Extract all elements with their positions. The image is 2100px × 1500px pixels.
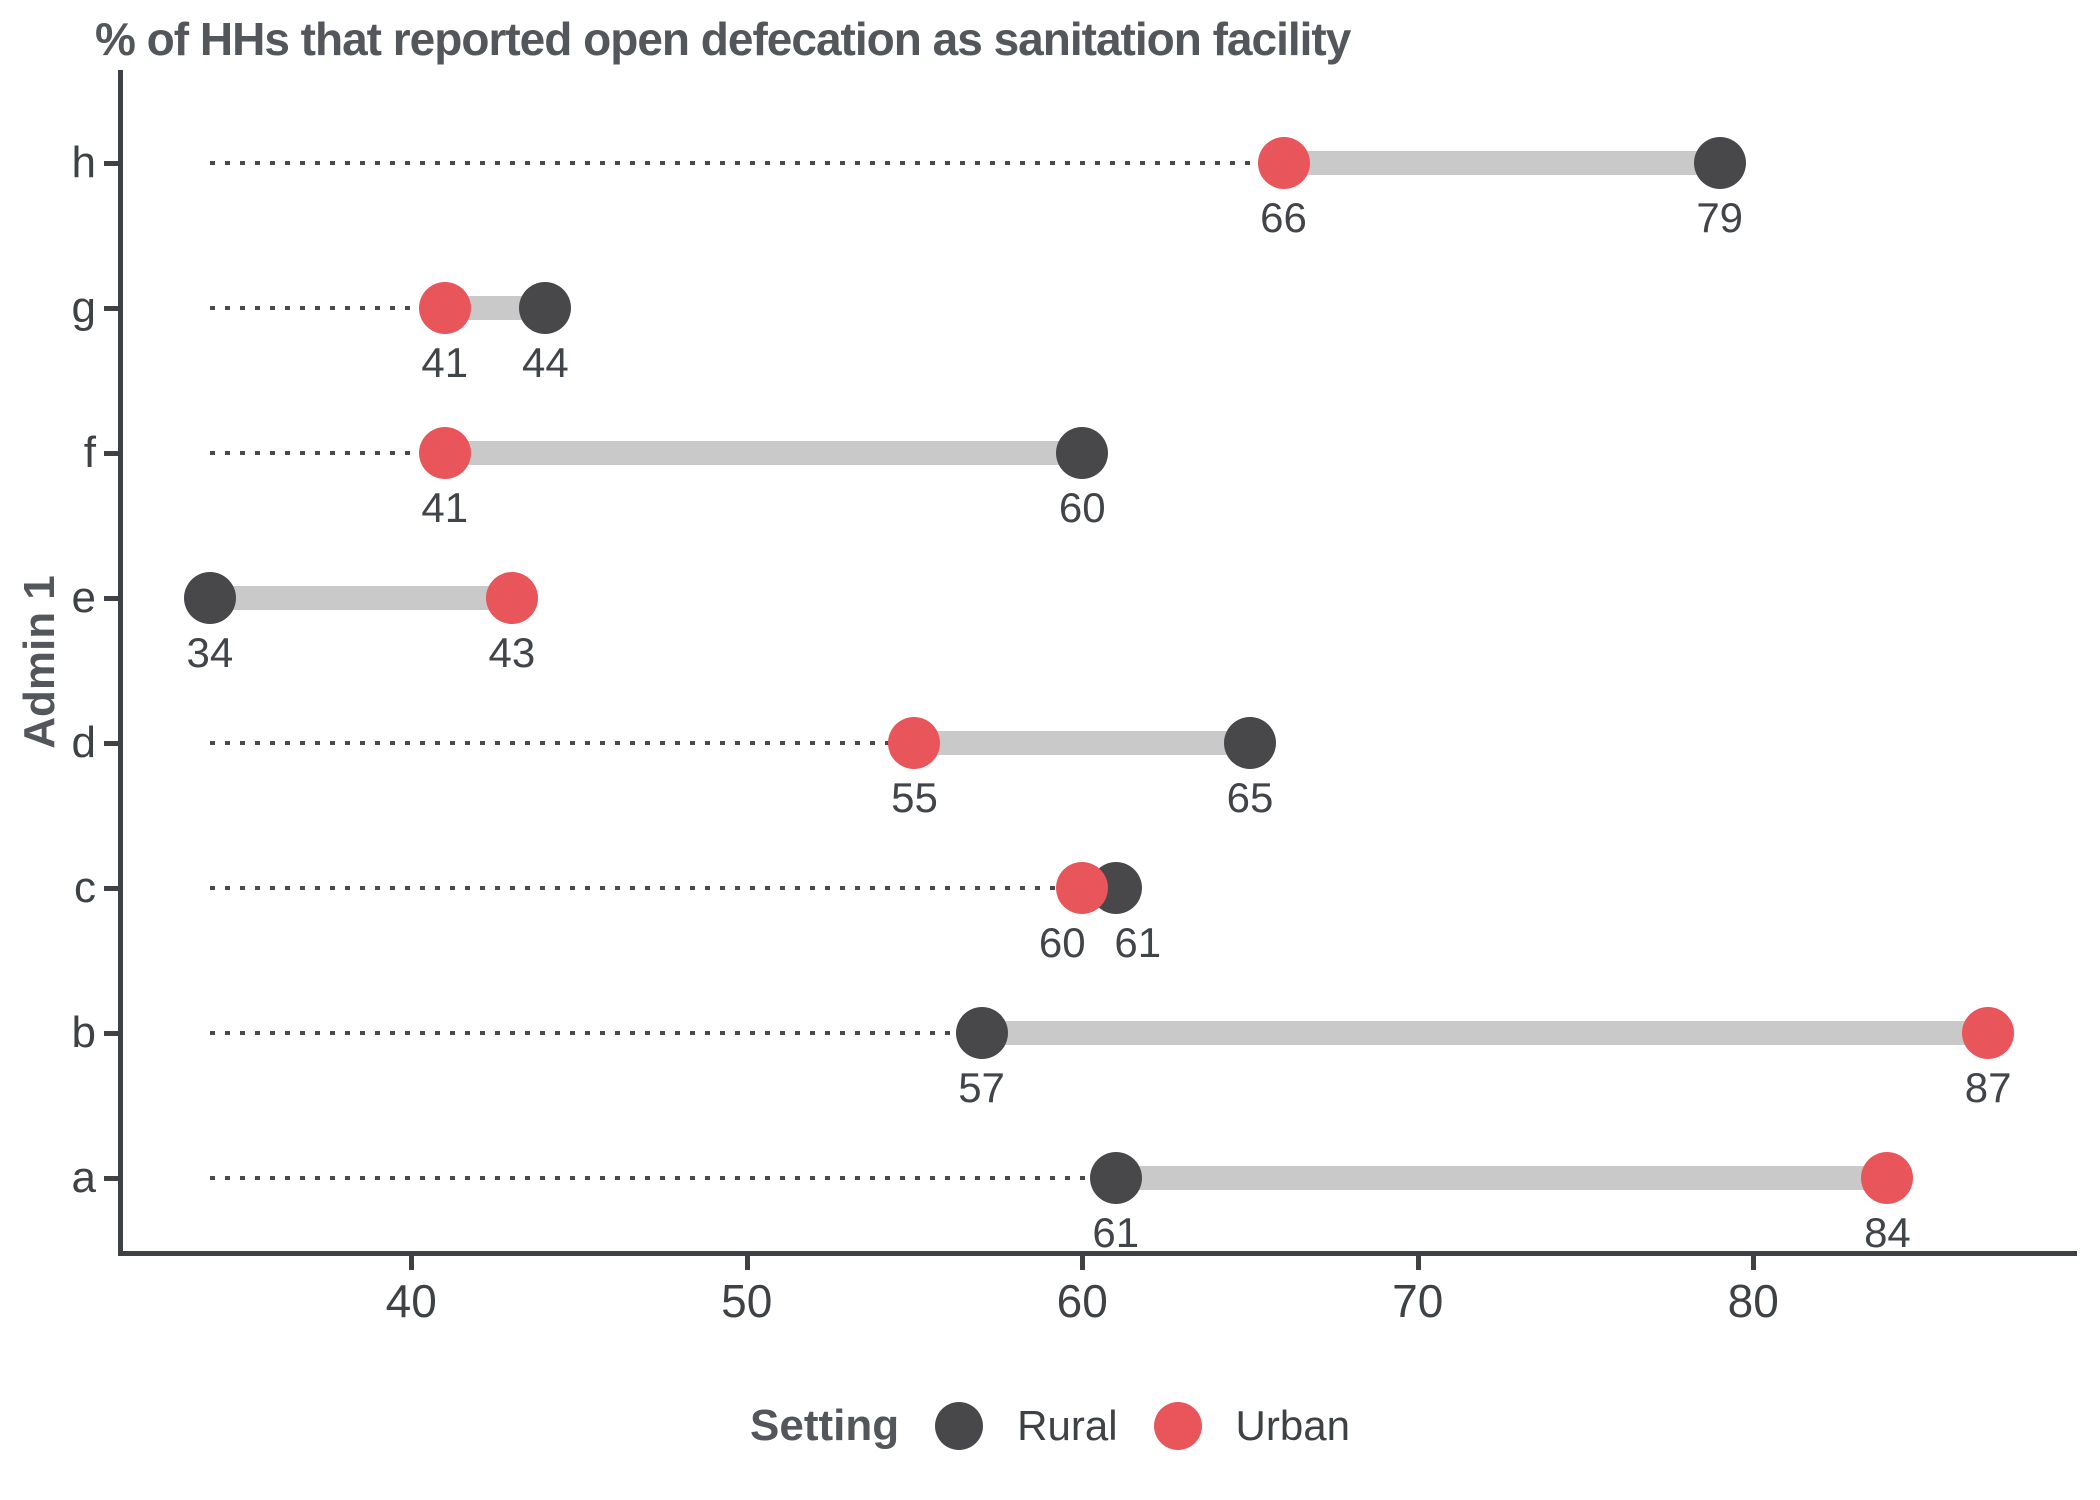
x-tick (1415, 1256, 1421, 1270)
y-tick (104, 306, 118, 311)
rural-dot (519, 282, 572, 334)
urban-value-label: 87 (1964, 1064, 2012, 1111)
rural-value-label: 61 (1114, 919, 1162, 966)
y-tick-label-h: h (71, 138, 96, 187)
x-tick (1080, 1256, 1086, 1270)
rural-value-label: 65 (1226, 774, 1274, 821)
urban-dot (418, 427, 471, 479)
x-tick-label: 50 (721, 1275, 773, 1327)
urban-dot (888, 717, 941, 769)
x-tick (409, 1256, 415, 1270)
urban-dot (485, 572, 538, 624)
y-tick (104, 451, 118, 456)
y-axis-line (118, 70, 123, 1256)
urban-value-label: 60 (1038, 919, 1086, 966)
x-tick (1751, 1256, 1757, 1270)
guide-dotted-line (209, 306, 445, 310)
connector-bar (1115, 1166, 1888, 1190)
rural-value-label: 44 (522, 339, 569, 386)
rural-value-label: 79 (1696, 194, 1744, 241)
y-tick (104, 886, 118, 891)
connector-bar (444, 441, 1083, 465)
y-tick (104, 1031, 118, 1036)
urban-value-label: 41 (421, 484, 469, 531)
rural-dot (955, 1007, 1008, 1059)
connector-bar (209, 586, 512, 610)
connector-bar (1283, 151, 1720, 175)
rural-dot (183, 572, 236, 624)
y-tick (104, 1176, 118, 1181)
x-tick (744, 1256, 750, 1270)
urban-value-label: 55 (891, 774, 938, 821)
rural-dot (1089, 1152, 1142, 1204)
guide-dotted-line (209, 886, 1083, 890)
connector-bar (981, 1021, 1989, 1045)
y-tick-label-f: f (83, 428, 96, 477)
rural-dot (1693, 137, 1746, 189)
guide-dotted-line (209, 1031, 982, 1035)
y-tick-label-d: d (71, 718, 96, 767)
urban-dot (418, 282, 471, 334)
urban-dot (1962, 1007, 2015, 1059)
legend-label-urban: Urban (1235, 1402, 1350, 1449)
x-tick-label: 70 (1392, 1275, 1444, 1327)
legend-entry-urban: Urban (1153, 1402, 1350, 1450)
y-tick (104, 161, 118, 166)
rural-dot (1056, 427, 1109, 479)
urban-dot (1257, 137, 1310, 189)
urban-value-label: 41 (421, 339, 469, 386)
y-tick-label-g: g (71, 283, 96, 332)
rural-dot (1223, 717, 1276, 769)
y-tick-label-e: e (71, 573, 96, 622)
urban-dot (1056, 862, 1109, 914)
legend-label-rural: Rural (1017, 1402, 1118, 1449)
urban-value-label: 66 (1260, 194, 1307, 241)
urban-dot (1861, 1152, 1914, 1204)
rural-value-label: 61 (1092, 1209, 1140, 1256)
rural-value-label: 60 (1058, 484, 1106, 531)
y-tick-label-a: a (71, 1153, 96, 1202)
legend-swatch-rural-icon (935, 1402, 984, 1450)
y-tick-label-c: c (74, 863, 96, 912)
y-tick (104, 596, 118, 601)
legend: Setting Rural Urban (0, 1396, 2100, 1456)
guide-dotted-line (209, 741, 915, 745)
urban-value-label: 43 (488, 629, 536, 676)
chart-title: % of HHs that reported open defecation a… (95, 13, 1351, 65)
guide-dotted-line (209, 451, 445, 455)
urban-value-label: 84 (1864, 1209, 1911, 1256)
y-tick-label-b: b (71, 1008, 96, 1057)
rural-value-label: 34 (186, 629, 234, 676)
x-tick-label: 80 (1727, 1275, 1779, 1327)
x-axis-line (118, 1251, 2077, 1256)
legend-entry-rural: Rural (935, 1402, 1118, 1450)
guide-dotted-line (209, 1176, 1116, 1180)
guide-dotted-line (209, 161, 1284, 165)
legend-swatch-urban-icon (1153, 1402, 1202, 1450)
connector-bar (914, 731, 1250, 755)
y-tick (104, 741, 118, 746)
x-tick-label: 60 (1056, 1275, 1108, 1327)
legend-title: Setting (750, 1401, 900, 1450)
rural-value-label: 57 (958, 1064, 1005, 1111)
x-tick-label: 40 (385, 1275, 437, 1327)
